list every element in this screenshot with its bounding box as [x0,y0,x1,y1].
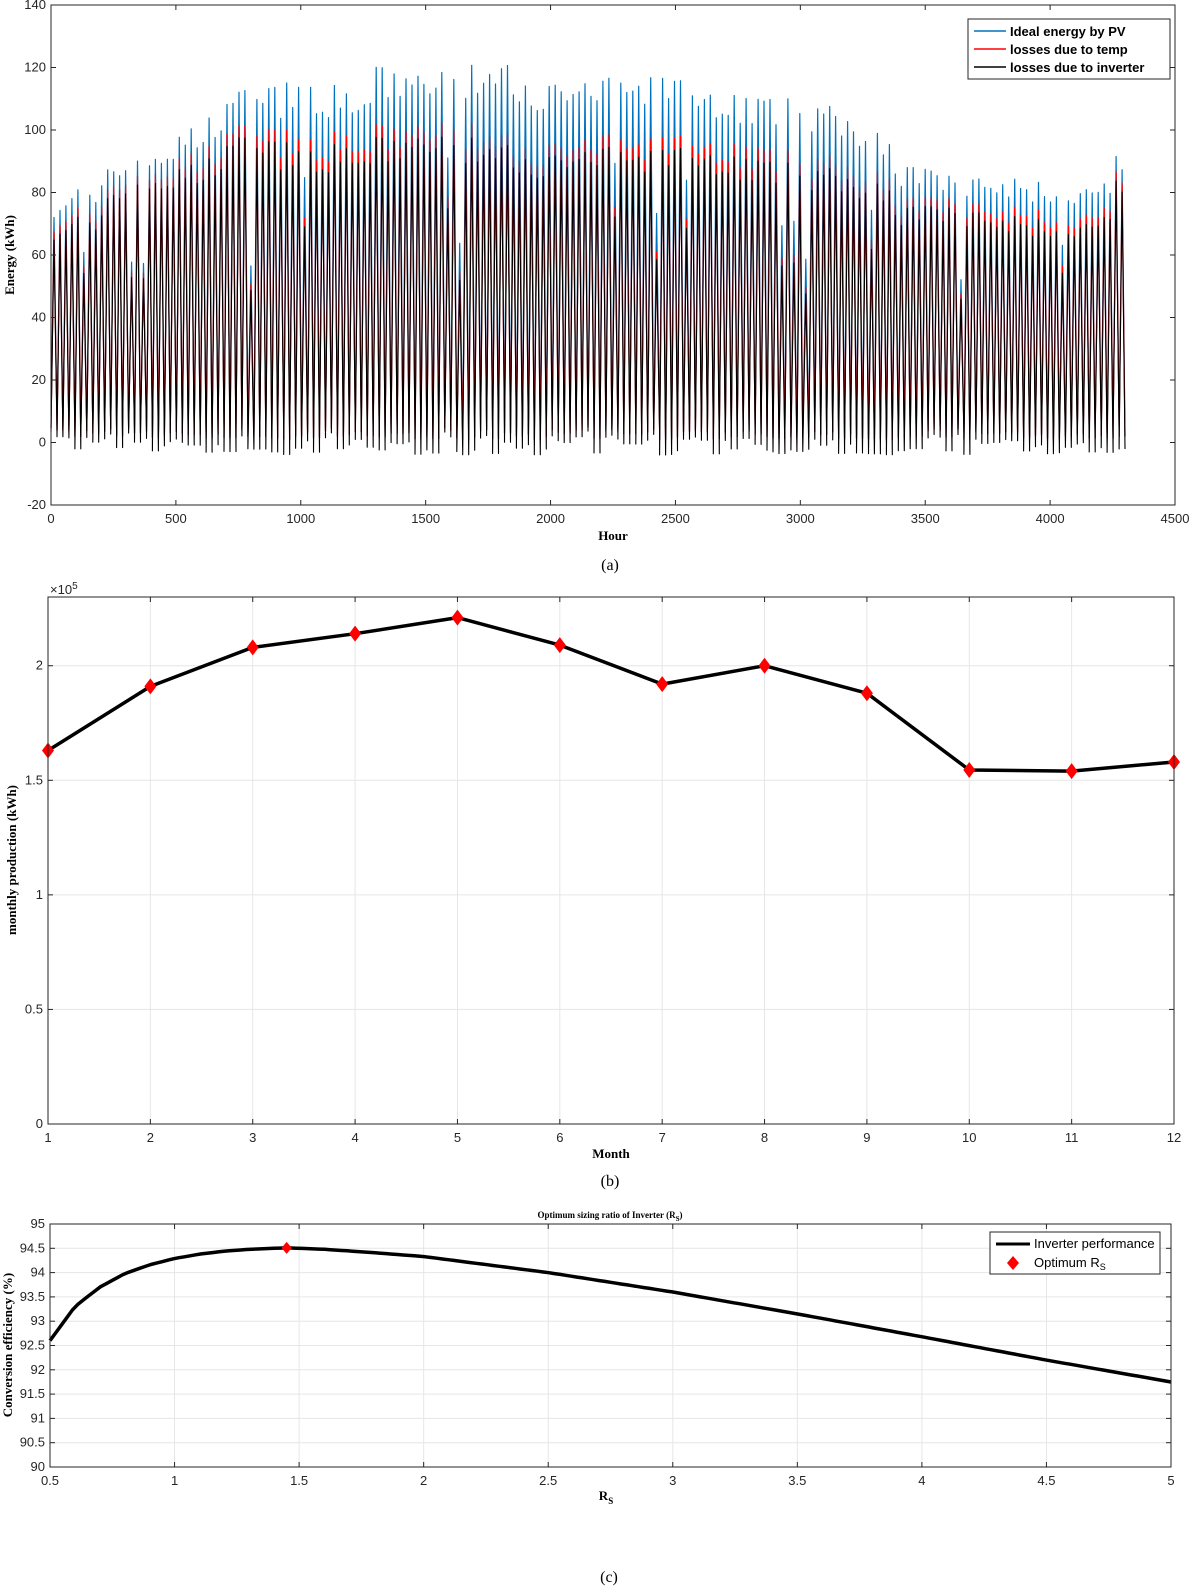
panel-b-marker [553,637,566,654]
panel-c-legend: Inverter performance Optimum RS [989,1231,1161,1275]
panel-b-xtick-label: 11 [1065,1130,1079,1145]
panel-b-ytick-label: 1 [36,887,43,902]
panel-c-optimum-marker [281,1241,292,1254]
panel-c-xtick-label: 1 [171,1473,178,1488]
panel-b-ytick-label: 1.5 [25,772,43,787]
panel-c-series [48,1241,1172,1384]
legend-entry-ideal: Ideal energy by PV [1010,24,1126,39]
panel-b-marker [451,609,464,626]
panel-c-ytick-label: 93.5 [20,1289,45,1304]
panel-c-xtick-label: 2 [420,1473,427,1488]
panel-c-ytick-label: 92.5 [20,1338,45,1353]
panel-b-marker [758,657,771,674]
panel-a-ylabel: Energy (kWh) [2,215,17,295]
panel-a-xtick-label: 2500 [661,511,690,526]
panel-a-xtick-label: 1000 [286,511,315,526]
panel-a-xtick-label: 3000 [786,511,815,526]
legend-entry-optimum: Optimum RS [1034,1255,1106,1272]
panel-c-xtick-label: 4 [918,1473,925,1488]
panel-a-ytick-label: 0 [39,435,46,450]
panel-b-marker [246,639,259,656]
panel-b-ytick-label: 0 [36,1116,43,1131]
panel-c-ytick-label: 94.5 [20,1240,45,1255]
panel-a-xtick-label: 0 [47,511,54,526]
panel-c-xtick-label: 5 [1167,1473,1174,1488]
panel-b-marker [144,678,157,695]
panel-c-performance-line [48,1246,1172,1384]
panel-c-xtick-label: 1.5 [290,1473,308,1488]
panel-b-caption: (b) [601,1173,620,1190]
panel-b-xtick-label: 1 [44,1130,51,1145]
panel-a-series [50,64,1126,456]
panel-a-ytick-label: 120 [24,60,46,75]
panel-a-xtick-label: 500 [165,511,187,526]
panel-a-ytick-label: 40 [32,310,46,325]
panel-b-xtick-label: 10 [962,1130,976,1145]
panel-c-xtick-label: 3.5 [788,1473,806,1488]
panel-b-marker [656,676,669,693]
panel-a-xtick-label: 4000 [1036,511,1065,526]
panel-c-ytick-label: 93 [31,1313,45,1328]
panel-b-xtick-label: 6 [556,1130,563,1145]
panel-b-ytick-label: 2 [36,658,43,673]
panel-a-caption: (a) [601,557,619,574]
panel-a-legend: Ideal energy by PV losses due to temp lo… [967,18,1171,80]
panel-b-series [42,609,1180,780]
panel-b-marker [963,761,976,778]
panel-b-marker [860,685,873,702]
panel-c-ytick-label: 90 [31,1459,45,1474]
panel-c-ytick-label: 91 [31,1410,45,1425]
panel-b-xtick-label: 5 [454,1130,461,1145]
panel-a-xtick-label: 4500 [1161,511,1190,526]
panel-c-ylabel: Conversion efficiency (%) [0,1273,15,1417]
panel-a-ytick-label: 140 [24,0,46,12]
panel-b-marker [1065,763,1078,780]
panel-a-ytick-label: 20 [32,372,46,387]
panel-c-xlabel: RS [599,1488,613,1506]
panel-c-caption: (c) [600,1569,618,1586]
legend-swatch-optimum [1007,1256,1019,1270]
panel-b-xtick-label: 7 [659,1130,666,1145]
panel-c-ytick-label: 95 [31,1216,45,1231]
legend-entry-performance: Inverter performance [1034,1236,1155,1251]
panel-a-xlabel: Hour [598,528,628,543]
panel-c-ytick-label: 90.5 [20,1435,45,1450]
panel-a-xtick-label: 3500 [911,511,940,526]
panel-c-ytick-label: 94 [31,1265,45,1280]
panel-b-xtick-label: 9 [863,1130,870,1145]
panel-a-ytick-label: 80 [32,185,46,200]
panel-c-xtick-label: 4.5 [1037,1473,1055,1488]
panel-b-marker [349,625,362,642]
panel-b-line [47,615,1175,773]
panel-b-ytick-label: 0.5 [25,1001,43,1016]
legend-entry-inverter: losses due to inverter [1010,60,1144,75]
panel-c-ytick-label: 91.5 [20,1386,45,1401]
panel-c-xtick-label: 2.5 [539,1473,557,1488]
panel-b-xtick-label: 3 [249,1130,256,1145]
panel-a-ytick-label: 60 [32,247,46,262]
panel-b-exponent: ×105 [50,581,78,597]
panel-b-xtick-label: 4 [351,1130,358,1145]
panel-a-series-2 [50,136,1126,456]
panel-b-xlabel: Month [592,1146,630,1161]
panel-c-xtick-label: 0.5 [41,1473,59,1488]
panel-c-xtick-label: 3 [669,1473,676,1488]
panel-b-xtick-label: 8 [761,1130,768,1145]
panel-c-efficiency-chart: 0.5 1 1.5 2 2.5 3 3.5 4 4.5 5 90 90.5 91 91.5 92 92.5 93… [0,1210,1175,1586]
panel-b-ylabel: monthly production (kWh) [4,785,19,935]
panel-a-xtick-label: 2000 [536,511,565,526]
panel-b-axes-frame [47,596,1175,1125]
panel-c-ytick-label: 92 [31,1362,45,1377]
panel-b-xtick-label: 12 [1167,1130,1181,1145]
legend-entry-temp: losses due to temp [1010,42,1128,57]
panel-a-ytick-label: -20 [27,497,46,512]
panel-a-xtick-label: 1500 [411,511,440,526]
panel-a-ytick-label: 100 [24,122,46,137]
panel-c-title: Optimum sizing ratio of Inverter (RS) [538,1210,683,1223]
panel-a-energy-chart: 0 500 1000 1500 2000 2500 3000 3500 4000 4500-200… [2,0,1189,574]
panel-b-xtick-label: 2 [147,1130,154,1145]
